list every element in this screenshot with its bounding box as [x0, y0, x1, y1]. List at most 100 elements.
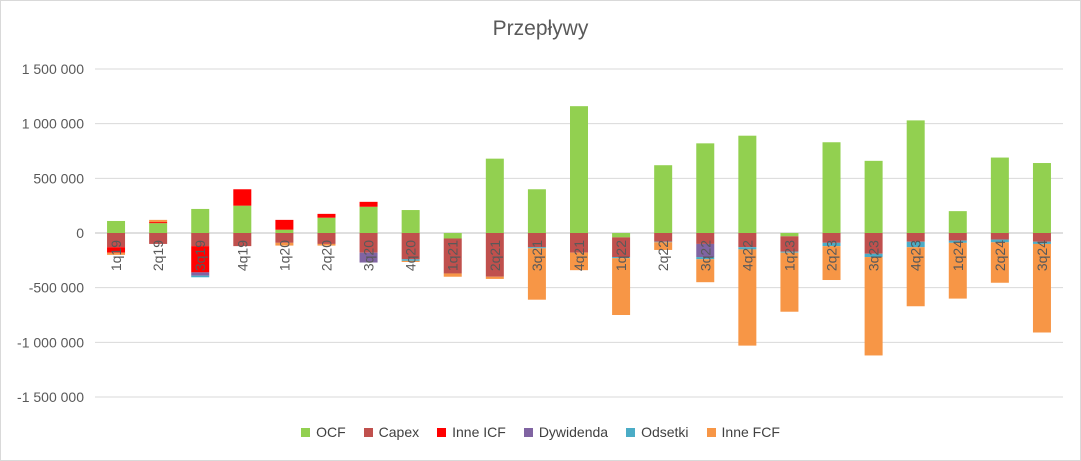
bar-segment-capex: [317, 233, 336, 244]
bar-segment-dywidenda: [191, 272, 210, 276]
y-tick-label: -1 500 000: [17, 389, 84, 405]
y-tick-label: 1 000 000: [22, 116, 84, 132]
bar-segment-ocf: [864, 160, 883, 233]
bar-segment-ocf: [570, 106, 588, 233]
legend-item: Capex: [363, 424, 420, 440]
bar-segment-ocf: [485, 158, 504, 233]
bar-segment-inne-icf: [191, 246, 210, 273]
bar-segment-ocf: [780, 233, 799, 237]
bar-segment-ocf: [359, 206, 378, 233]
bar-segment-inne-icf: [233, 189, 252, 206]
bar-segment-ocf: [149, 223, 168, 233]
bar-segment-inne-icf: [317, 213, 336, 218]
x-tick-label: 3q19: [192, 240, 208, 271]
bar-segment-capex: [654, 233, 673, 242]
bar-segment-odsetki: [738, 247, 757, 250]
bar-segment-inne-fcf: [696, 259, 715, 283]
bar-segment-odsetki: [191, 275, 210, 278]
x-tick-label: 3q21: [529, 240, 545, 271]
legend-label: Odsetki: [641, 424, 689, 440]
bar-segment-odsetki: [822, 242, 841, 247]
bar-segment-capex: [612, 237, 631, 258]
bar-segment-ocf: [191, 208, 210, 233]
legend-item: Inne FCF: [706, 424, 780, 440]
bar-segment-ocf: [990, 157, 1009, 233]
bar-segment-ocf: [107, 220, 126, 233]
bar-segment-ocf: [443, 233, 462, 239]
bar-segment-inne-fcf: [527, 248, 546, 300]
chart-title: Przepływy: [492, 17, 589, 40]
bar-segment-ocf: [317, 217, 336, 233]
bar-segment-capex: [443, 238, 462, 274]
bar-segment-capex: [191, 233, 210, 247]
legend-label: Capex: [378, 424, 420, 440]
x-tick-label: 1q20: [276, 240, 292, 271]
y-tick-label: -500 000: [29, 280, 84, 296]
x-tick-label: 3q20: [361, 240, 377, 271]
bar-segment-capex: [738, 233, 757, 248]
x-tick-label: 4q20: [403, 240, 419, 271]
x-tick-label: 3q24: [1034, 240, 1050, 271]
x-tick-label: 1q24: [950, 240, 966, 271]
bar-segment-ocf: [612, 233, 631, 238]
x-tick-label: 1q22: [613, 240, 629, 271]
bar-segment-capex: [696, 233, 715, 244]
legend-item: OCF: [301, 424, 346, 440]
x-tick-label: 3q23: [866, 240, 882, 271]
bar-segment-inne-icf: [359, 201, 378, 207]
bar-segment-inne-fcf: [654, 242, 673, 250]
bar-segment-inne-fcf: [612, 258, 631, 315]
legend-swatch: [523, 427, 533, 437]
x-tick-label: 4q22: [739, 240, 755, 271]
bar-segment-odsetki: [864, 253, 883, 258]
legend-item: Odsetki: [626, 424, 689, 440]
bar-segment-ocf: [948, 211, 967, 233]
bar-segment-capex: [906, 233, 925, 242]
legend: OCF Capex Inne ICF Dywidenda Odsetki Inne FCF: [0, 424, 1081, 440]
bar-segment-inne-fcf: [990, 242, 1009, 283]
x-tick-label: 1q23: [781, 240, 797, 271]
bar-segment-ocf: [401, 210, 420, 233]
bar-segment-inne-fcf: [906, 247, 925, 307]
bar-segment-inne-fcf: [948, 242, 967, 299]
bar-segment-capex: [990, 233, 1009, 240]
y-tick-label: 1 500 000: [22, 61, 84, 77]
x-tick-label: 2q19: [150, 240, 166, 271]
bar-segment-ocf: [233, 205, 252, 233]
legend-label: OCF: [316, 424, 346, 440]
bar-segment-inne-fcf: [485, 276, 504, 279]
x-tick-label: 4q19: [234, 240, 250, 271]
bar-segment-dywidenda: [359, 252, 378, 263]
bar-segment-capex: [275, 233, 294, 243]
x-tick-label: 4q23: [908, 240, 924, 271]
bar-segment-odsetki: [654, 241, 673, 243]
bar-segment-capex: [359, 233, 378, 253]
y-tick-label: 0: [76, 225, 84, 241]
bar-segment-inne-fcf: [822, 246, 841, 281]
bar-segment-capex: [1032, 233, 1051, 242]
x-tick-label: 2q24: [992, 240, 1008, 271]
legend-swatch: [363, 427, 373, 437]
bar-segment-ocf: [275, 229, 294, 233]
bar-segment-capex: [822, 233, 841, 243]
legend-swatch: [301, 427, 311, 437]
legend-label: Inne FCF: [721, 424, 780, 440]
bar-segment-inne-fcf: [738, 249, 757, 346]
bar-segment-inne-fcf: [864, 257, 883, 356]
legend-swatch: [706, 427, 716, 437]
bar-segment-ocf: [1032, 163, 1051, 233]
bar-segment-odsetki: [780, 251, 799, 253]
bar-segment-ocf: [906, 120, 925, 233]
bar-segment-capex: [864, 233, 883, 254]
bar-segment-capex: [233, 233, 252, 247]
x-tick-label: 4q21: [571, 240, 587, 271]
x-tick-label: 2q20: [318, 240, 334, 271]
legend-label: Dywidenda: [538, 424, 609, 440]
bar-segment-capex: [780, 236, 799, 252]
bar-segment-odsetki: [990, 239, 1009, 243]
bar-segment-ocf: [527, 189, 546, 233]
bar-segment-inne-icf: [275, 219, 294, 230]
x-tick-label: 2q21: [487, 240, 503, 271]
bar-segment-odsetki: [948, 240, 967, 243]
